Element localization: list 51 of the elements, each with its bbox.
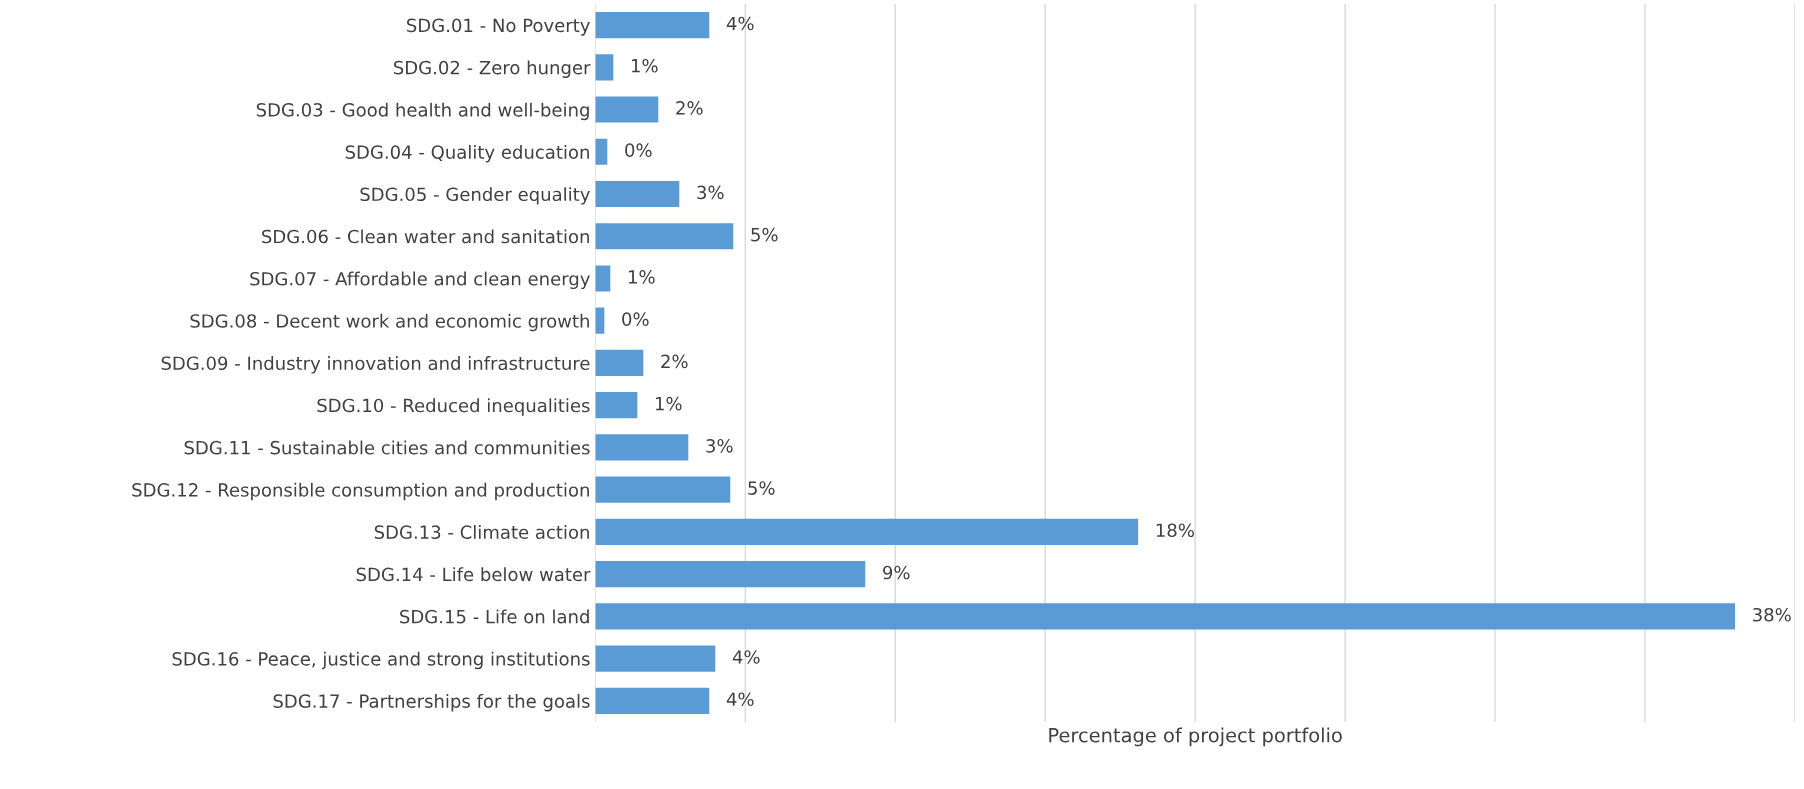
data-label: 1% [655,396,682,411]
data-label: 2% [676,101,703,115]
y-tick-label: SDG.15 - Life on land [400,609,589,624]
y-tick-label: SDG.13 - Climate action [374,525,589,539]
bar [595,54,614,81]
bar [595,180,680,208]
y-tick-label: SDG.02 - Zero hunger [393,60,591,78]
y-tick-label: SDG.08 - Decent work and economic growth [190,313,589,332]
x-axis-title: Percentage of project portfolio [1049,727,1342,747]
y-tick-label: SDG.11 - Sustainable cities and communities [184,440,590,455]
data-label: 18% [1156,523,1194,538]
data-label: 1% [628,270,655,284]
y-tick-label: SDG.12 - Responsible consumption and production [132,482,589,501]
bar [595,265,611,292]
bar [595,138,608,165]
y-tick-label: SDG.10 - Reduced inequalities [317,398,590,416]
y-tick-label: SDG.14 - Life below water [356,567,591,582]
data-label: 3% [706,438,733,453]
data-label: 0% [622,312,649,326]
bar [595,349,644,377]
y-tick-label: SDG.01 - No Poverty [407,18,590,36]
bar [595,96,659,123]
data-label: 9% [883,565,910,580]
data-label: 2% [661,354,688,369]
data-label: 4% [732,650,760,664]
bar [595,687,710,714]
y-tick-label: SDG.03 - Good health and well-being [256,102,589,121]
bar [595,434,689,461]
data-label: 4% [726,692,754,707]
y-tick-label: SDG.04 - Quality education [345,144,589,163]
y-tick-label: SDG.06 - Clean water and sanitation [262,229,589,244]
y-tick-label: SDG.05 - Gender equality [360,187,590,205]
data-label: 5% [748,481,775,495]
data-label: 3% [697,185,724,200]
bar [595,603,1735,630]
bar [595,11,710,39]
bar [595,518,1139,545]
data-label: 1% [631,58,658,73]
bar [595,392,638,419]
bar [595,223,734,250]
bar [595,645,716,672]
y-tick-label: SDG.09 - Industry innovation and infrastructure [161,356,590,374]
data-label: 0% [625,143,652,158]
data-label: 38% [1753,607,1791,622]
y-tick-label: SDG.07 - Affordable and clean energy [250,271,590,290]
y-tick-label: SDG.16 - Peace, justice and strong institutions [172,651,590,670]
data-label: 4% [726,16,754,31]
bar [595,476,731,503]
data-label: 5% [751,227,778,242]
y-tick-label: SDG.17 - Partnerships for the goals [273,693,590,712]
bar [595,561,866,588]
